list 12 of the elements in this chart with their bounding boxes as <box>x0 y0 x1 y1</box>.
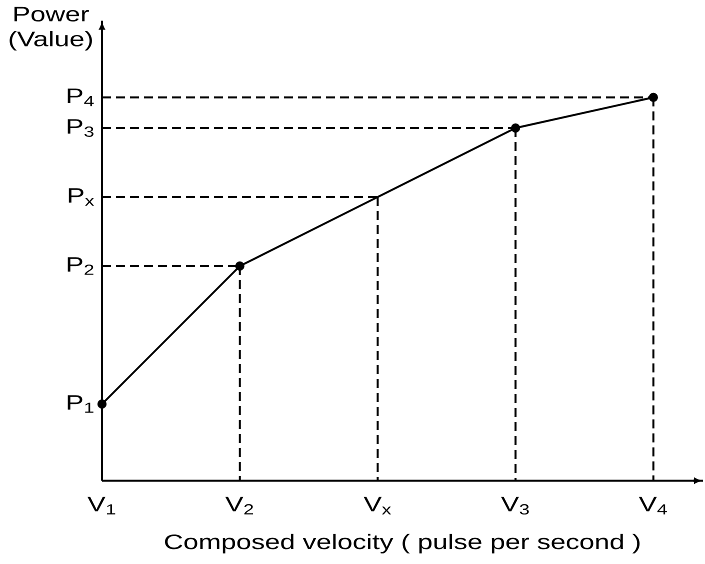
x-tick-label: V$_{x}$ <box>364 496 392 514</box>
annotation: P$_{x}$ <box>68 188 94 206</box>
x-tick-label: V$_{3}$ <box>501 496 529 515</box>
x-tick-label: V$_{1}$ <box>88 496 116 514</box>
y-axis-title: Power (Value) <box>10 6 92 51</box>
x-axis-title: Composed velocity ( pulse per second ) <box>165 534 640 554</box>
annotation: P$_{2}$ <box>68 257 94 275</box>
x-tick-label: V$_{2}$ <box>225 496 253 514</box>
annotation: P$_{4}$ <box>68 88 94 106</box>
x-tick-label: V$_{4}$ <box>638 496 667 514</box>
annotation: P$_{1}$ <box>68 395 94 413</box>
annotation: P$_{3}$ <box>68 119 94 137</box>
